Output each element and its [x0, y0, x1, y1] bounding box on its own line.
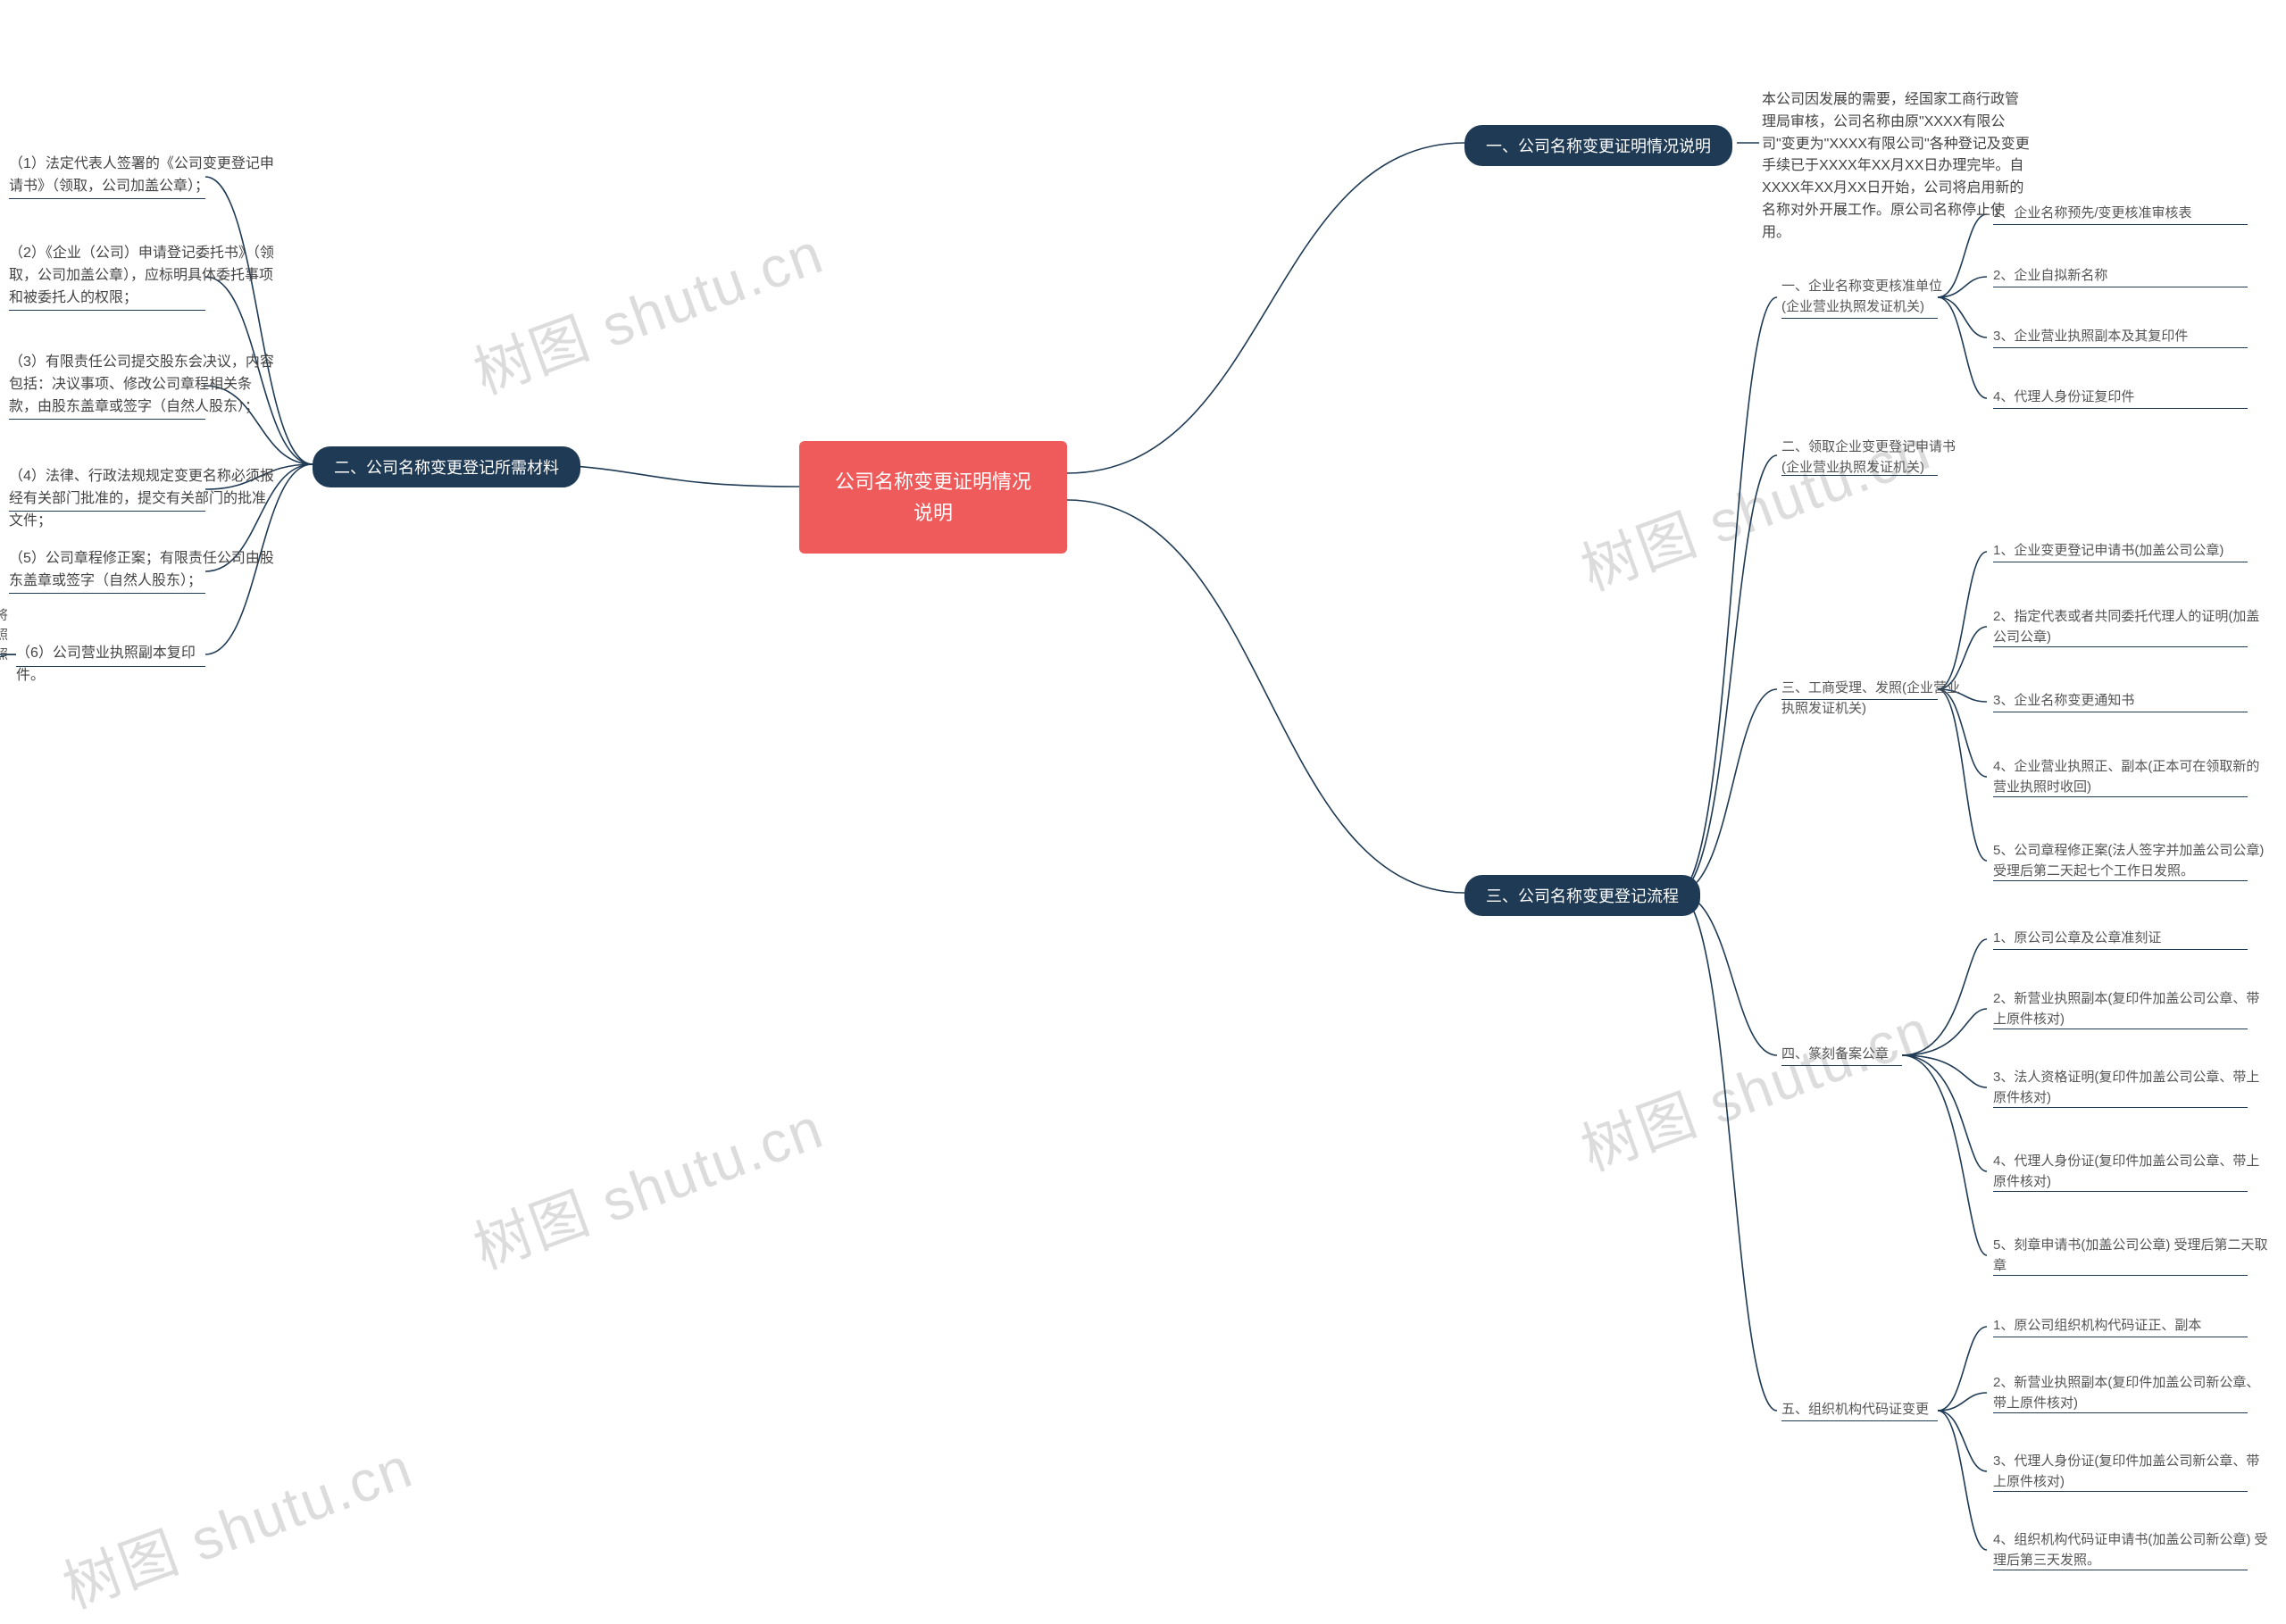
- branch-b3: 三、公司名称变更登记流程: [1464, 875, 1700, 916]
- b3-s4-b: 2、新营业执照副本(复印件加盖公司公章、带上原件核对): [1993, 989, 2270, 1029]
- b3-sub-4: 四、篆刻备案公章: [1781, 1045, 1924, 1065]
- b3-s1-c: 3、企业营业执照副本及其复印件: [1993, 327, 2270, 347]
- watermark: 树图 shutu.cn: [462, 1083, 833, 1286]
- b3-s5-a: 1、原公司组织机构代码证正、副本: [1993, 1316, 2270, 1337]
- b1-desc: 本公司因发展的需要，经国家工商行政管理局审核，公司名称由原"XXXX有限公司"变…: [1762, 89, 2030, 245]
- watermark: 树图 shutu.cn: [1569, 404, 1940, 607]
- b3-s3-c: 3、企业名称变更通知书: [1993, 691, 2270, 712]
- b3-s3-d: 4、企业营业执照正、副本(正本可在领取新的营业执照时收回): [1993, 757, 2270, 797]
- root-node: 公司名称变更证明情况说明: [799, 441, 1067, 554]
- b3-s4-c: 3、法人资格证明(复印件加盖公司公章、带上原件核对): [1993, 1068, 2270, 1108]
- b3-s5-b: 2、新营业执照副本(复印件加盖公司新公章、带上原件核对): [1993, 1373, 2270, 1413]
- b3-s3-b: 2、指定代表或者共同委托代理人的证明(加盖公司公章): [1993, 607, 2270, 647]
- b2-item-6: （6）公司营业执照副本复印件。: [16, 643, 205, 687]
- b3-sub-1: 一、企业名称变更核准单位 (企业营业执照发证机关): [1781, 277, 1942, 317]
- b2-item-2: （2）《企业（公司）申请登记委托书》（领取，公司加盖公章），应标明具体委托事项和…: [9, 243, 277, 309]
- b2-item-5: （5）公司章程修正案；有限责任公司由股东盖章或签字（自然人股东）；: [9, 548, 277, 593]
- b3-s1-b: 2、企业自拟新名称: [1993, 266, 2270, 287]
- b3-s4-d: 4、代理人身份证(复印件加盖公司公章、带上原件核对): [1993, 1152, 2270, 1192]
- b2-item-3: （3）有限责任公司提交股东会决议，内容包括：决议事项、修改公司章程相关条款，由股…: [9, 352, 277, 418]
- b3-s1-a: 1、企业名称预先/变更核准审核表: [1993, 204, 2270, 224]
- b3-sub-2: 二、领取企业变更登记申请书(企业营业执照发证机关): [1781, 437, 1960, 478]
- b3-s1-d: 4、代理人身份证复印件: [1993, 387, 2270, 408]
- b2-item-4: （4）法律、行政法规规定变更名称必须报经有关部门批准的，提交有关部门的批准文件；: [9, 466, 277, 532]
- b3-s5-c: 3、代理人身份证(复印件加盖公司新公章、带上原件核对): [1993, 1452, 2270, 1492]
- watermark: 树图 shutu.cn: [1569, 985, 1940, 1187]
- watermark: 树图 shutu.cn: [462, 208, 833, 411]
- b3-sub-5: 五、组织机构代码证变更: [1781, 1400, 1960, 1420]
- branch-b1: 一、公司名称变更证明情况说明: [1464, 125, 1732, 166]
- b3-s5-d: 4、组织机构代码证申请书(加盖公司新公章) 受理后第三天发照。: [1993, 1530, 2270, 1570]
- b3-s4-a: 1、原公司公章及公章准刻证: [1993, 929, 2270, 949]
- b3-s3-e: 5、公司章程修正案(法人签字并加盖公司公章) 受理后第二天起七个工作日发照。: [1993, 841, 2270, 881]
- b3-s4-e: 5、刻章申请书(加盖公司公章) 受理后第二天取章: [1993, 1236, 2270, 1276]
- b3-s3-a: 1、企业变更登记申请书(加盖公司公章): [1993, 541, 2270, 562]
- watermark: 树图 shutu.cn: [51, 1422, 422, 1624]
- branch-b2: 二、公司名称变更登记所需材料: [313, 446, 580, 487]
- b2-item-1: （1）法定代表人签署的《公司变更登记申请书》（领取，公司加盖公章）；: [9, 154, 277, 198]
